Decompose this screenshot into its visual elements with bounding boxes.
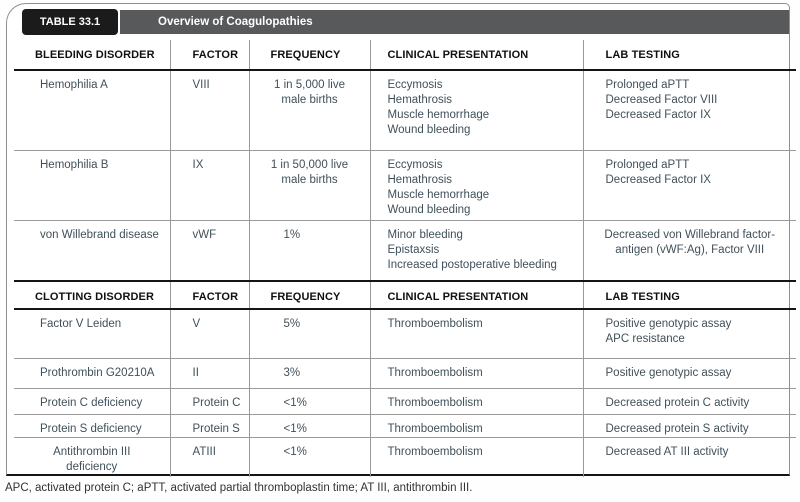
column-header-frequency: FREQUENCY	[248, 280, 370, 310]
column-header-factor: FACTOR	[169, 280, 249, 310]
cell-factor: ATIII	[169, 436, 249, 477]
cell-frequency: 1 in 5,000 live male births	[248, 70, 370, 150]
cell-factor: II	[169, 357, 249, 388]
table-row-protein-c: Protein C deficiency Protein C <1% Throm…	[14, 387, 796, 414]
cell-clinical-presentation: Thromboembolism	[369, 357, 583, 388]
cell-factor: IX	[169, 149, 249, 220]
column-header-frequency: FREQUENCY	[248, 40, 370, 71]
cell-factor: vWF	[169, 219, 249, 281]
cell-lab-testing: Prolonged aPTT Decreased Factor IX	[582, 149, 796, 220]
column-header-lab-testing: LAB TESTING	[582, 40, 796, 71]
cell-disorder: Factor V Leiden	[40, 318, 122, 330]
cell-lab-testing: Positive genotypic assay	[582, 357, 796, 388]
cell-clinical-presentation: Thromboembolism	[369, 387, 583, 414]
cell-frequency: 1 in 50,000 live male births	[248, 149, 370, 220]
table-title-bar: Overview of Coagulopathies	[120, 10, 789, 34]
cell-disorder: Antithrombin III deficiency	[14, 436, 170, 477]
column-header-clinical-presentation: CLINICAL PRESENTATION	[369, 40, 583, 71]
cell-disorder: Hemophilia A	[40, 79, 108, 91]
table-title: Overview of Coagulopathies	[158, 16, 313, 28]
header-row-clotting: CLOTTING DISORDER FACTOR FREQUENCY CLINI…	[14, 280, 796, 310]
cell-clinical-presentation: Minor bleeding Epistaxsis Increased post…	[369, 219, 583, 281]
cell-clinical-presentation: Thromboembolism	[369, 413, 583, 437]
table-row-hemophilia-b: Hemophilia B IX 1 in 50,000 live male bi…	[14, 149, 796, 220]
cell-clinical-presentation: Thromboembolism	[369, 436, 583, 477]
cell-clinical-presentation: Thromboembolism	[369, 309, 583, 358]
column-header-lab-testing: LAB TESTING	[582, 280, 796, 310]
table-row-von-willebrand: von Willebrand disease vWF 1% Minor blee…	[14, 219, 796, 281]
header-row-bleeding: BLEEDING DISORDER FACTOR FREQUENCY CLINI…	[14, 40, 796, 71]
table-row-antithrombin-iii: Antithrombin III deficiency ATIII <1% Th…	[14, 436, 796, 477]
cell-disorder: Protein C deficiency	[14, 387, 170, 414]
table-row-protein-s: Protein S deficiency Protein S <1% Throm…	[14, 413, 796, 437]
cell-disorder: Protein S deficiency	[14, 413, 170, 437]
cell-factor: Protein C	[169, 387, 249, 414]
cell-factor: Protein S	[169, 413, 249, 437]
table-row-factor-v-leiden: Factor V Leiden V 5% Thromboembolism Pos…	[14, 309, 796, 358]
cell-lab-testing: Decreased AT III activity	[582, 436, 796, 477]
table-card: BLEEDING DISORDER FACTOR FREQUENCY CLINI…	[6, 3, 796, 477]
table-footnote: APC, activated protein C; aPTT, activate…	[5, 482, 473, 494]
cell-clinical-presentation: Eccymosis Hemathrosis Muscle hemorrhage …	[369, 149, 583, 220]
cell-frequency: 5%	[248, 309, 370, 358]
cell-frequency: <1%	[248, 387, 370, 414]
column-header-clinical-presentation: CLINICAL PRESENTATION	[369, 280, 583, 310]
cell-disorder: Hemophilia B	[14, 149, 170, 220]
cell-frequency: <1%	[248, 436, 370, 477]
table-row-hemophilia-a: Hemophilia A VIII 1 in 5,000 live male b…	[14, 70, 796, 150]
cell-clinical-presentation: Eccymosis Hemathrosis Muscle hemorrhage …	[369, 70, 583, 150]
column-header-factor: FACTOR	[169, 40, 249, 71]
table-row-prothrombin: Prothrombin G20210A II 3% Thromboembolis…	[14, 357, 796, 388]
cell-lab-testing: Decreased protein S activity	[582, 413, 796, 437]
cell-lab-testing: Prolonged aPTT Decreased Factor VIII Dec…	[582, 70, 796, 150]
coagulopathies-table: BLEEDING DISORDER FACTOR FREQUENCY CLINI…	[14, 40, 796, 477]
column-header-clotting-disorder: CLOTTING DISORDER	[14, 280, 170, 310]
cell-disorder: Prothrombin G20210A	[14, 357, 170, 388]
cell-frequency: <1%	[248, 413, 370, 437]
cell-lab-testing: Decreased protein C activity	[582, 387, 796, 414]
cell-factor: V	[169, 309, 249, 358]
cell-lab-testing: Decreased von Willebrand factor- antigen…	[582, 219, 796, 281]
cell-frequency: 1%	[248, 219, 370, 281]
cell-disorder: von Willebrand disease	[14, 219, 170, 281]
cell-frequency: 3%	[248, 357, 370, 388]
table-number-label: TABLE 33.1	[22, 9, 118, 35]
cell-factor: VIII	[169, 70, 249, 150]
column-header-bleeding-disorder: BLEEDING DISORDER	[14, 40, 170, 71]
cell-lab-testing: Positive genotypic assay APC resistance	[582, 309, 796, 358]
